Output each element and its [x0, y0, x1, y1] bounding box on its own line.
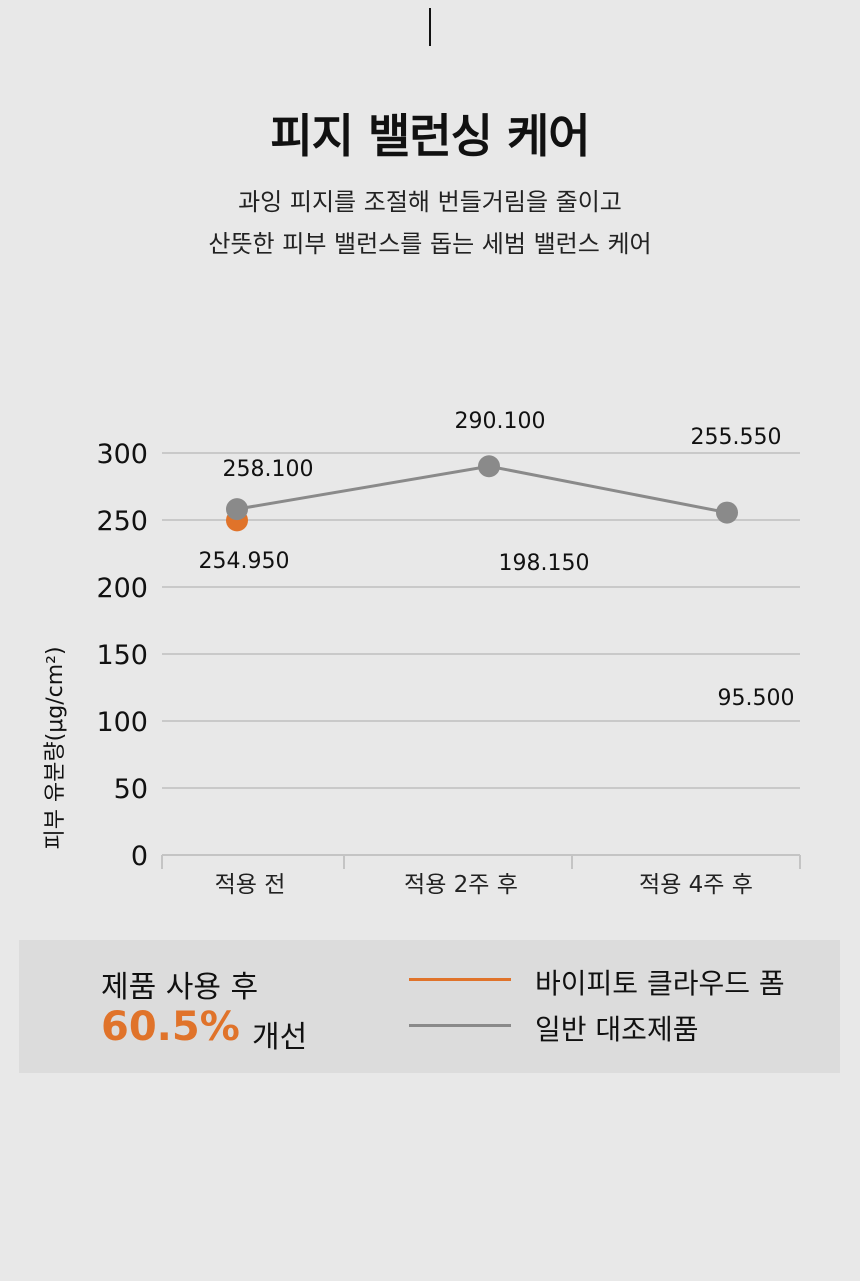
product-data-label-2: 95.500 [718, 686, 795, 711]
product-data-label-1: 198.150 [499, 551, 590, 576]
x-tick-label-1: 적용 2주 후 [404, 872, 518, 898]
control-data-label-1: 290.100 [455, 409, 546, 434]
subtitle-line-2: 산뜻한 피부 밸런스를 돕는 세범 밸런스 케어 [208, 230, 652, 258]
y-axis-label: 피부 유분량(μg/cm²) [43, 646, 68, 849]
legend-label-control: 일반 대조제품 [535, 1013, 699, 1046]
control-point-1 [478, 455, 500, 478]
control-point-2 [716, 501, 738, 524]
y-tick-label-300: 300 [96, 439, 148, 470]
summary-panel: 제품 사용 후 60.5% 개선 바이피토 클라우드 폼 일반 대조제품 [19, 940, 840, 1073]
page-title: 피지 밸런싱 케어 [270, 109, 590, 163]
control-data-label-0: 258.100 [223, 457, 314, 482]
subtitle-line-1: 과잉 피지를 조절해 번들거림을 줄이고 [238, 188, 622, 216]
top-divider [429, 8, 431, 46]
product-data-label-0: 254.950 [199, 549, 290, 574]
oil-level-chart: 0 50 100 150 200 250 300 적용 전 적용 2주 후 적용 4주 후 피부 유… [43, 409, 801, 898]
y-tick-label-200: 200 [96, 573, 148, 604]
control-point-0 [226, 498, 248, 521]
x-tick-label-0: 적용 전 [215, 872, 286, 898]
legend-line-product [409, 978, 511, 981]
y-tick-label-0: 0 [131, 841, 148, 872]
legend-label-product: 바이피토 클라우드 폼 [535, 967, 785, 1000]
y-tick-label-250: 250 [96, 506, 148, 537]
improvement-value: 60.5% [101, 1004, 240, 1050]
control-data-label-2: 255.550 [691, 425, 782, 450]
y-tick-label-50: 50 [114, 774, 148, 805]
improvement-suffix: 개선 [252, 1020, 308, 1055]
y-tick-label-100: 100 [96, 707, 148, 738]
legend-line-control [409, 1024, 511, 1027]
x-tick-label-2: 적용 4주 후 [639, 872, 753, 898]
summary-label: 제품 사용 후 [101, 970, 259, 1005]
y-tick-label-150: 150 [96, 640, 148, 671]
